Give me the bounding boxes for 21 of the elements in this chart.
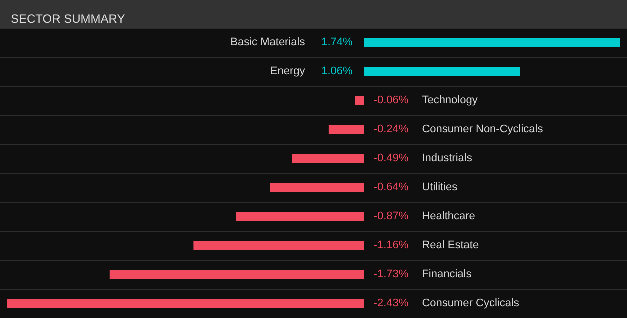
data-label: -1.16% <box>374 240 409 252</box>
y-tick-label: Healthcare <box>422 210 476 222</box>
y-tick-label: Basic Materials <box>230 36 306 48</box>
data-label: -0.49% <box>374 152 409 164</box>
data-label: -0.24% <box>374 124 409 136</box>
y-tick-label: Consumer Cyclicals <box>422 298 520 310</box>
data-label: -1.73% <box>374 268 409 280</box>
y-tick-label: Energy <box>270 66 306 78</box>
y-tick-label: Financials <box>422 268 472 280</box>
y-tick-label: Industrials <box>422 152 473 164</box>
y-tick-label: Utilities <box>422 182 458 194</box>
data-label: -0.64% <box>374 182 409 194</box>
y-tick-label: Real Estate <box>422 240 480 252</box>
data-label: 1.74% <box>322 36 354 48</box>
chart-title: SECTOR SUMMARY <box>11 12 126 26</box>
y-tick-label: Consumer Non-Cyclicals <box>422 124 544 136</box>
y-tick-label: Technology <box>422 94 478 106</box>
data-label: -0.06% <box>374 94 409 106</box>
data-label: -0.87% <box>374 210 409 222</box>
data-label: -2.43% <box>374 298 409 310</box>
data-label: 1.06% <box>322 66 354 78</box>
